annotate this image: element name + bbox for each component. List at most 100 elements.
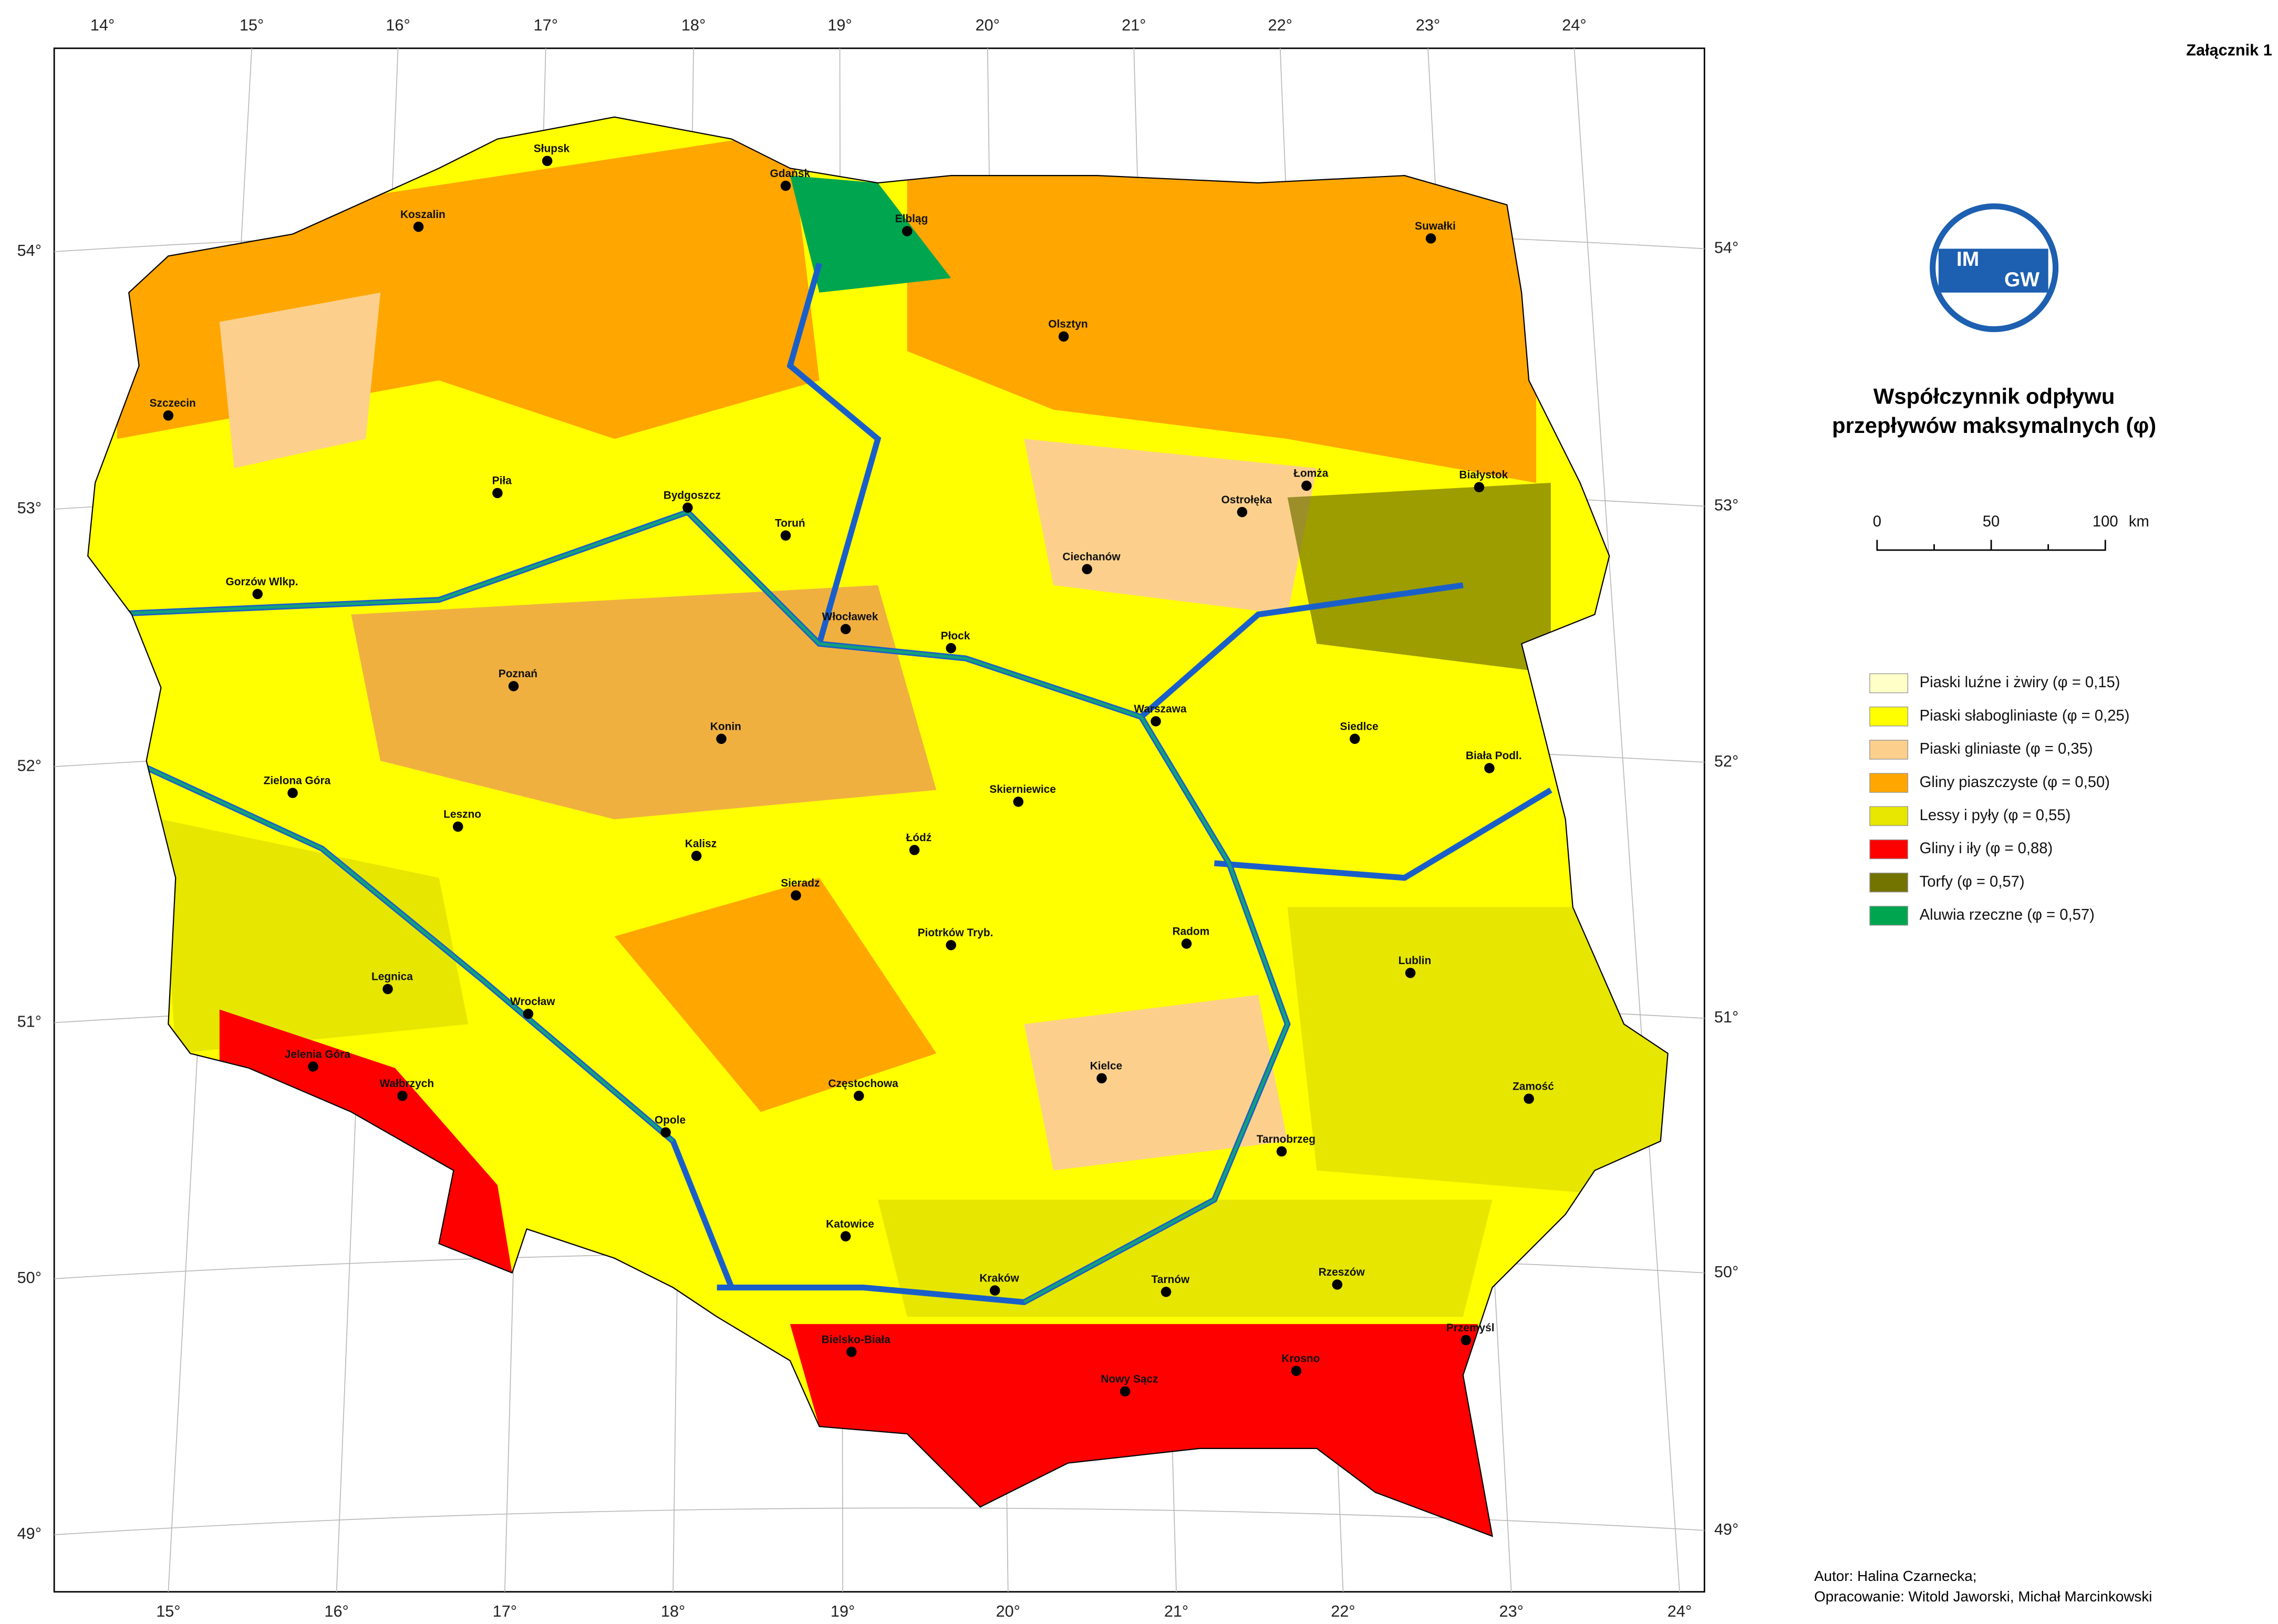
city-dot bbox=[846, 1347, 857, 1357]
degree-label: 53° bbox=[1714, 496, 1738, 514]
degree-label: 19° bbox=[831, 1602, 855, 1620]
degree-label: 54° bbox=[17, 242, 42, 260]
city-dot bbox=[780, 530, 791, 541]
legend-label: Piaski słabogliniaste (φ = 0,25) bbox=[1920, 707, 2130, 724]
legend: Piaski luźne i żwiry (φ = 0,15) Piaski sł… bbox=[1869, 673, 2130, 926]
soil-area bbox=[351, 585, 937, 820]
city-dot bbox=[397, 1090, 408, 1101]
logo-text: IM bbox=[1956, 248, 1979, 271]
degree-label: 54° bbox=[1714, 239, 1738, 256]
degree-label: 50° bbox=[17, 1269, 42, 1287]
city-label: Łódź bbox=[906, 832, 932, 844]
legend-swatch bbox=[1869, 773, 1909, 793]
city-dot bbox=[780, 180, 791, 191]
river-valley bbox=[102, 510, 1289, 1304]
city-label: Warszawa bbox=[1134, 703, 1187, 715]
city-dot bbox=[1425, 233, 1436, 244]
city-label: Elbląg bbox=[895, 213, 928, 225]
logo: IM GW bbox=[1930, 203, 2059, 333]
degree-label: 15° bbox=[240, 16, 264, 34]
city-dot bbox=[1096, 1073, 1107, 1084]
degree-label: 18° bbox=[681, 16, 706, 34]
cities: Gdańsk Słupsk Koszalin Elbląg Suwałki Olsztyn… bbox=[150, 143, 1554, 1397]
legend-label: Gliny i iły (φ = 0,88) bbox=[1920, 840, 2053, 857]
legend-swatch bbox=[1869, 673, 1909, 694]
city-dot bbox=[1474, 482, 1485, 493]
city-dot bbox=[946, 643, 956, 654]
city-dot bbox=[1013, 797, 1024, 807]
degree-label: 21° bbox=[1164, 1602, 1188, 1620]
city-dot bbox=[508, 681, 519, 691]
title: przepływów maksymalnych (φ) bbox=[1832, 413, 2156, 438]
city-label: Kalisz bbox=[685, 837, 717, 850]
soil-area bbox=[790, 175, 951, 293]
author: Opracowanie: Witold Jaworski, Michał Mar… bbox=[1814, 1588, 2152, 1605]
city-dot bbox=[1484, 763, 1495, 773]
legend-swatch bbox=[1869, 806, 1909, 826]
city-label: Lublin bbox=[1399, 955, 1432, 967]
city-dot bbox=[1181, 938, 1192, 949]
city-label: Sieradz bbox=[781, 877, 820, 889]
scale-label: 50 bbox=[1983, 513, 2000, 530]
city-label: Biała Podl. bbox=[1466, 750, 1522, 762]
city-label: Piotrków Tryb. bbox=[918, 927, 993, 939]
legend-swatch bbox=[1869, 872, 1909, 893]
city-label: Wałbrzych bbox=[379, 1078, 434, 1090]
city-label: Szczecin bbox=[150, 397, 196, 409]
city-dot bbox=[163, 410, 174, 421]
scale-label: 100 bbox=[2093, 513, 2118, 530]
city-label: Łomża bbox=[1293, 468, 1329, 480]
degree-label: 52° bbox=[1714, 752, 1738, 770]
city-label: Legnica bbox=[371, 971, 413, 983]
city-dot bbox=[840, 624, 851, 635]
city-dot bbox=[287, 788, 298, 799]
legend-label: Piaski luźne i żwiry (φ = 0,15) bbox=[1920, 674, 2120, 691]
degree-label: 53° bbox=[17, 499, 42, 517]
city-dot bbox=[1405, 968, 1416, 978]
degree-label: 24° bbox=[1668, 1602, 1692, 1620]
meridian bbox=[1573, 48, 1680, 1592]
city-label: Ostrołęka bbox=[1221, 494, 1272, 506]
city-label: Ciechanów bbox=[1062, 551, 1121, 563]
degree-label: 24° bbox=[1562, 16, 1586, 34]
city-label: Rzeszów bbox=[1319, 1266, 1365, 1278]
city-label: Gorzów Wlkp. bbox=[226, 576, 298, 588]
city-label: Słupsk bbox=[534, 143, 570, 155]
city-label: Bielsko-Biała bbox=[822, 1333, 891, 1346]
city-label: Jelenia Góra bbox=[285, 1048, 351, 1060]
legend-swatch bbox=[1869, 839, 1909, 860]
degree-label: 17° bbox=[493, 1602, 517, 1620]
soil-area bbox=[219, 292, 381, 469]
city-dot bbox=[523, 1009, 534, 1019]
soil-area bbox=[790, 1324, 1493, 1536]
city-label: Opole bbox=[655, 1114, 686, 1126]
legend-label: Gliny piaszczyste (φ = 0,50) bbox=[1920, 774, 2110, 791]
city-dot bbox=[1291, 1366, 1302, 1376]
city-dot bbox=[1120, 1386, 1131, 1397]
city-dot bbox=[1461, 1335, 1472, 1346]
city-label: Skierniewice bbox=[989, 783, 1055, 795]
scale-unit: km bbox=[2129, 513, 2149, 530]
scale-line bbox=[1876, 540, 2106, 551]
city-dot bbox=[1161, 1287, 1172, 1297]
legend-label: Lessy i pyły (φ = 0,55) bbox=[1920, 807, 2071, 824]
city-dot bbox=[1301, 480, 1312, 491]
degree-label: 20° bbox=[976, 16, 1000, 34]
city-label: Białystok bbox=[1459, 469, 1508, 481]
city-dot bbox=[902, 226, 913, 236]
city-label: Krosno bbox=[1281, 1352, 1320, 1364]
legend-label: Aluwia rzeczne (φ = 0,57) bbox=[1920, 907, 2095, 924]
city-label: Kraków bbox=[979, 1272, 1019, 1284]
city-dot bbox=[1524, 1093, 1534, 1104]
city-dot bbox=[1349, 733, 1360, 744]
city-dot bbox=[840, 1231, 851, 1242]
city-dot bbox=[716, 733, 727, 744]
degree-label: 14° bbox=[90, 16, 115, 34]
city-label: Nowy Sącz bbox=[1101, 1373, 1158, 1385]
city-label: Katowice bbox=[826, 1218, 874, 1230]
city-dot bbox=[909, 845, 920, 855]
soil-area bbox=[161, 819, 469, 1053]
city-dot bbox=[946, 940, 956, 950]
